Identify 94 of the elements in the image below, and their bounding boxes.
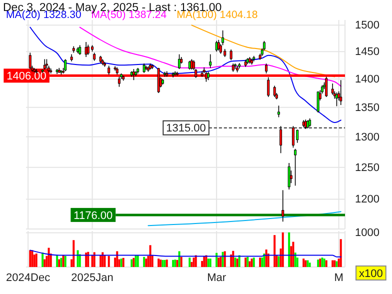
bar bbox=[282, 232, 284, 267]
bar bbox=[290, 246, 292, 267]
candlestick bbox=[230, 49, 232, 61]
bar bbox=[188, 258, 191, 267]
bar bbox=[44, 259, 46, 267]
candlestick bbox=[78, 44, 82, 56]
bar bbox=[87, 252, 90, 267]
bar bbox=[136, 255, 139, 267]
bar bbox=[201, 260, 204, 267]
bar bbox=[192, 258, 195, 267]
bar bbox=[205, 255, 208, 267]
bar bbox=[265, 250, 268, 267]
candlestick bbox=[316, 90, 320, 113]
bar bbox=[207, 258, 210, 267]
bar bbox=[263, 254, 266, 267]
bar bbox=[76, 250, 79, 267]
candlestick bbox=[215, 40, 218, 52]
bar bbox=[180, 256, 182, 267]
bar bbox=[267, 254, 270, 267]
x-tick-label: 2024Dec bbox=[6, 272, 51, 284]
bar bbox=[230, 254, 232, 267]
bar bbox=[194, 255, 197, 267]
bar bbox=[72, 240, 75, 267]
candlestick bbox=[209, 54, 212, 68]
bar bbox=[102, 252, 104, 267]
bar bbox=[93, 252, 96, 267]
candlestick bbox=[288, 162, 290, 190]
candlestick bbox=[290, 170, 292, 184]
bar bbox=[274, 235, 276, 267]
bar bbox=[294, 252, 296, 267]
text: x100 bbox=[359, 268, 383, 280]
y-tick-label: 1300 bbox=[355, 131, 380, 144]
ref-line-label: 1315.00 bbox=[166, 122, 206, 135]
line-series bbox=[79, 26, 342, 87]
bar bbox=[178, 251, 180, 267]
bar bbox=[238, 255, 240, 267]
candlestick bbox=[294, 148, 297, 186]
y-tick-label: 1400 bbox=[355, 74, 380, 86]
bar bbox=[116, 251, 118, 267]
y-tick-label: 1450 bbox=[355, 46, 380, 58]
bar bbox=[42, 252, 44, 267]
candlestick bbox=[331, 83, 334, 96]
bar bbox=[108, 256, 110, 267]
bar bbox=[302, 258, 305, 267]
bar bbox=[332, 260, 334, 267]
x-tick-label: Mar bbox=[207, 272, 226, 284]
y-tick-label: 1250 bbox=[355, 162, 380, 174]
bar bbox=[203, 256, 206, 267]
bar bbox=[340, 239, 342, 267]
bar bbox=[104, 255, 106, 267]
candlestick bbox=[277, 105, 280, 118]
candlestick bbox=[142, 63, 146, 74]
candlestick bbox=[84, 42, 88, 58]
candlestick bbox=[217, 39, 220, 51]
bar bbox=[56, 255, 58, 267]
bar bbox=[308, 262, 311, 267]
y-tick-label: 1200 bbox=[355, 194, 380, 206]
bar bbox=[29, 250, 32, 267]
bar bbox=[248, 261, 251, 267]
candlestick bbox=[86, 44, 90, 56]
x-tick-label: M bbox=[334, 272, 344, 284]
bar bbox=[78, 254, 81, 267]
bar bbox=[134, 255, 137, 267]
bar bbox=[85, 252, 88, 267]
bar bbox=[91, 255, 94, 267]
bar bbox=[218, 258, 220, 267]
bar bbox=[288, 232, 290, 267]
candlestick bbox=[282, 190, 284, 222]
bar bbox=[190, 262, 193, 267]
candlestick bbox=[292, 126, 294, 148]
candlestick bbox=[296, 129, 299, 144]
x-tick-label: 2025Jan bbox=[71, 272, 114, 284]
bar bbox=[209, 258, 212, 267]
bar bbox=[31, 250, 34, 267]
bar bbox=[158, 258, 160, 267]
y-tick-label: 1000 bbox=[355, 227, 380, 240]
candlestick bbox=[273, 85, 276, 98]
bar bbox=[100, 255, 102, 267]
candlestick bbox=[340, 80, 342, 106]
y-tick-label: 1500 bbox=[355, 20, 380, 32]
bar bbox=[48, 248, 50, 267]
candlestick bbox=[64, 58, 67, 72]
bar bbox=[292, 242, 294, 267]
bar bbox=[220, 256, 222, 267]
bar bbox=[35, 254, 38, 267]
y-tick-label: 1350 bbox=[355, 102, 380, 114]
ref-line-label: 1406.00 bbox=[6, 70, 46, 82]
line-series bbox=[148, 211, 342, 226]
ref-line-label: 1176.00 bbox=[74, 210, 113, 222]
bar bbox=[232, 250, 234, 267]
bar bbox=[216, 252, 218, 267]
bar bbox=[149, 245, 152, 267]
candlestick bbox=[280, 126, 282, 154]
bar bbox=[172, 260, 174, 267]
